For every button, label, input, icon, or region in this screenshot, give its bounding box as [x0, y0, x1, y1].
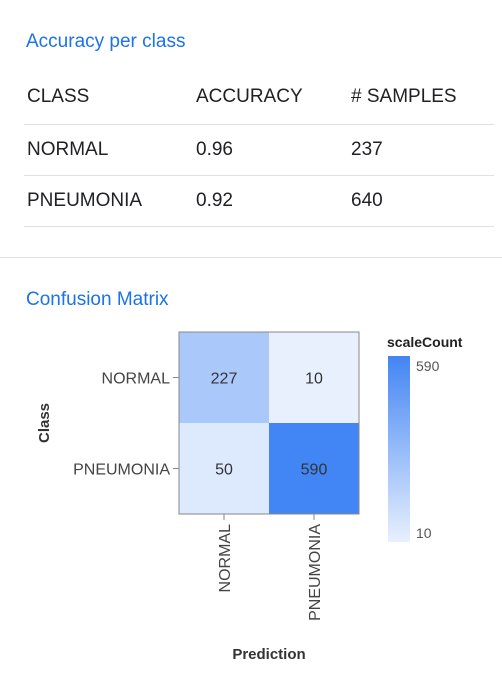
- confusion-matrix-title: Confusion Matrix: [26, 289, 169, 310]
- heatmap-cell-label: 50: [215, 462, 233, 479]
- accuracy-table: CLASS ACCURACY # SAMPLES NORMAL 0.96 237…: [24, 70, 494, 227]
- table-row: NORMAL 0.96 237: [24, 124, 494, 176]
- table-header-row: CLASS ACCURACY # SAMPLES: [24, 70, 494, 125]
- y-axis-title: Class: [36, 403, 53, 443]
- cell-accuracy: 0.96: [193, 124, 348, 176]
- confusion-matrix-chart: 227 10 50 590 NORMAL PNEUMONIA NORMAL PNEUMON…: [36, 331, 463, 663]
- y-axis: NORMAL PNEUMONIA: [73, 371, 179, 479]
- legend-min-label: 10: [416, 525, 432, 541]
- heatmap-cell-label: 227: [211, 371, 238, 388]
- legend-gradient-bar: [388, 356, 410, 542]
- x-tick-label: PNEUMONIA: [307, 524, 324, 621]
- cell-class: PNEUMONIA: [24, 175, 193, 227]
- table-row: PNEUMONIA 0.92 640: [24, 175, 494, 227]
- accuracy-section-title: Accuracy per class: [26, 31, 186, 52]
- heatmap-cell-labels: 227 10 50 590: [211, 371, 328, 479]
- plot-frame: [178, 331, 360, 515]
- cell-accuracy: 0.92: [193, 175, 348, 227]
- cell-class: NORMAL: [24, 124, 193, 176]
- y-tick-label: PNEUMONIA: [73, 462, 170, 479]
- x-tick-label: NORMAL: [217, 524, 234, 593]
- section-divider: [0, 257, 502, 258]
- x-axis-title: Prediction: [232, 646, 305, 663]
- cell-samples: 237: [348, 124, 494, 176]
- column-header-class: CLASS: [24, 70, 193, 125]
- cell-samples: 640: [348, 175, 494, 227]
- heatmap-cell: [179, 423, 269, 514]
- y-tick-label: NORMAL: [102, 371, 171, 388]
- x-axis: NORMAL PNEUMONIA: [217, 514, 324, 621]
- heatmap-cell-label: 590: [301, 462, 328, 479]
- heatmap-cell: [269, 332, 359, 423]
- legend-title: scaleCount: [387, 334, 463, 350]
- column-header-samples: # SAMPLES: [348, 70, 494, 125]
- heatmap-cell-label: 10: [305, 371, 323, 388]
- column-header-accuracy: ACCURACY: [193, 70, 348, 125]
- heatmap-cell: [269, 423, 359, 514]
- heatmap-cell: [179, 332, 269, 423]
- color-legend: scaleCount 590 10: [387, 334, 463, 542]
- heatmap-cells: [179, 332, 359, 514]
- legend-max-label: 590: [416, 358, 440, 374]
